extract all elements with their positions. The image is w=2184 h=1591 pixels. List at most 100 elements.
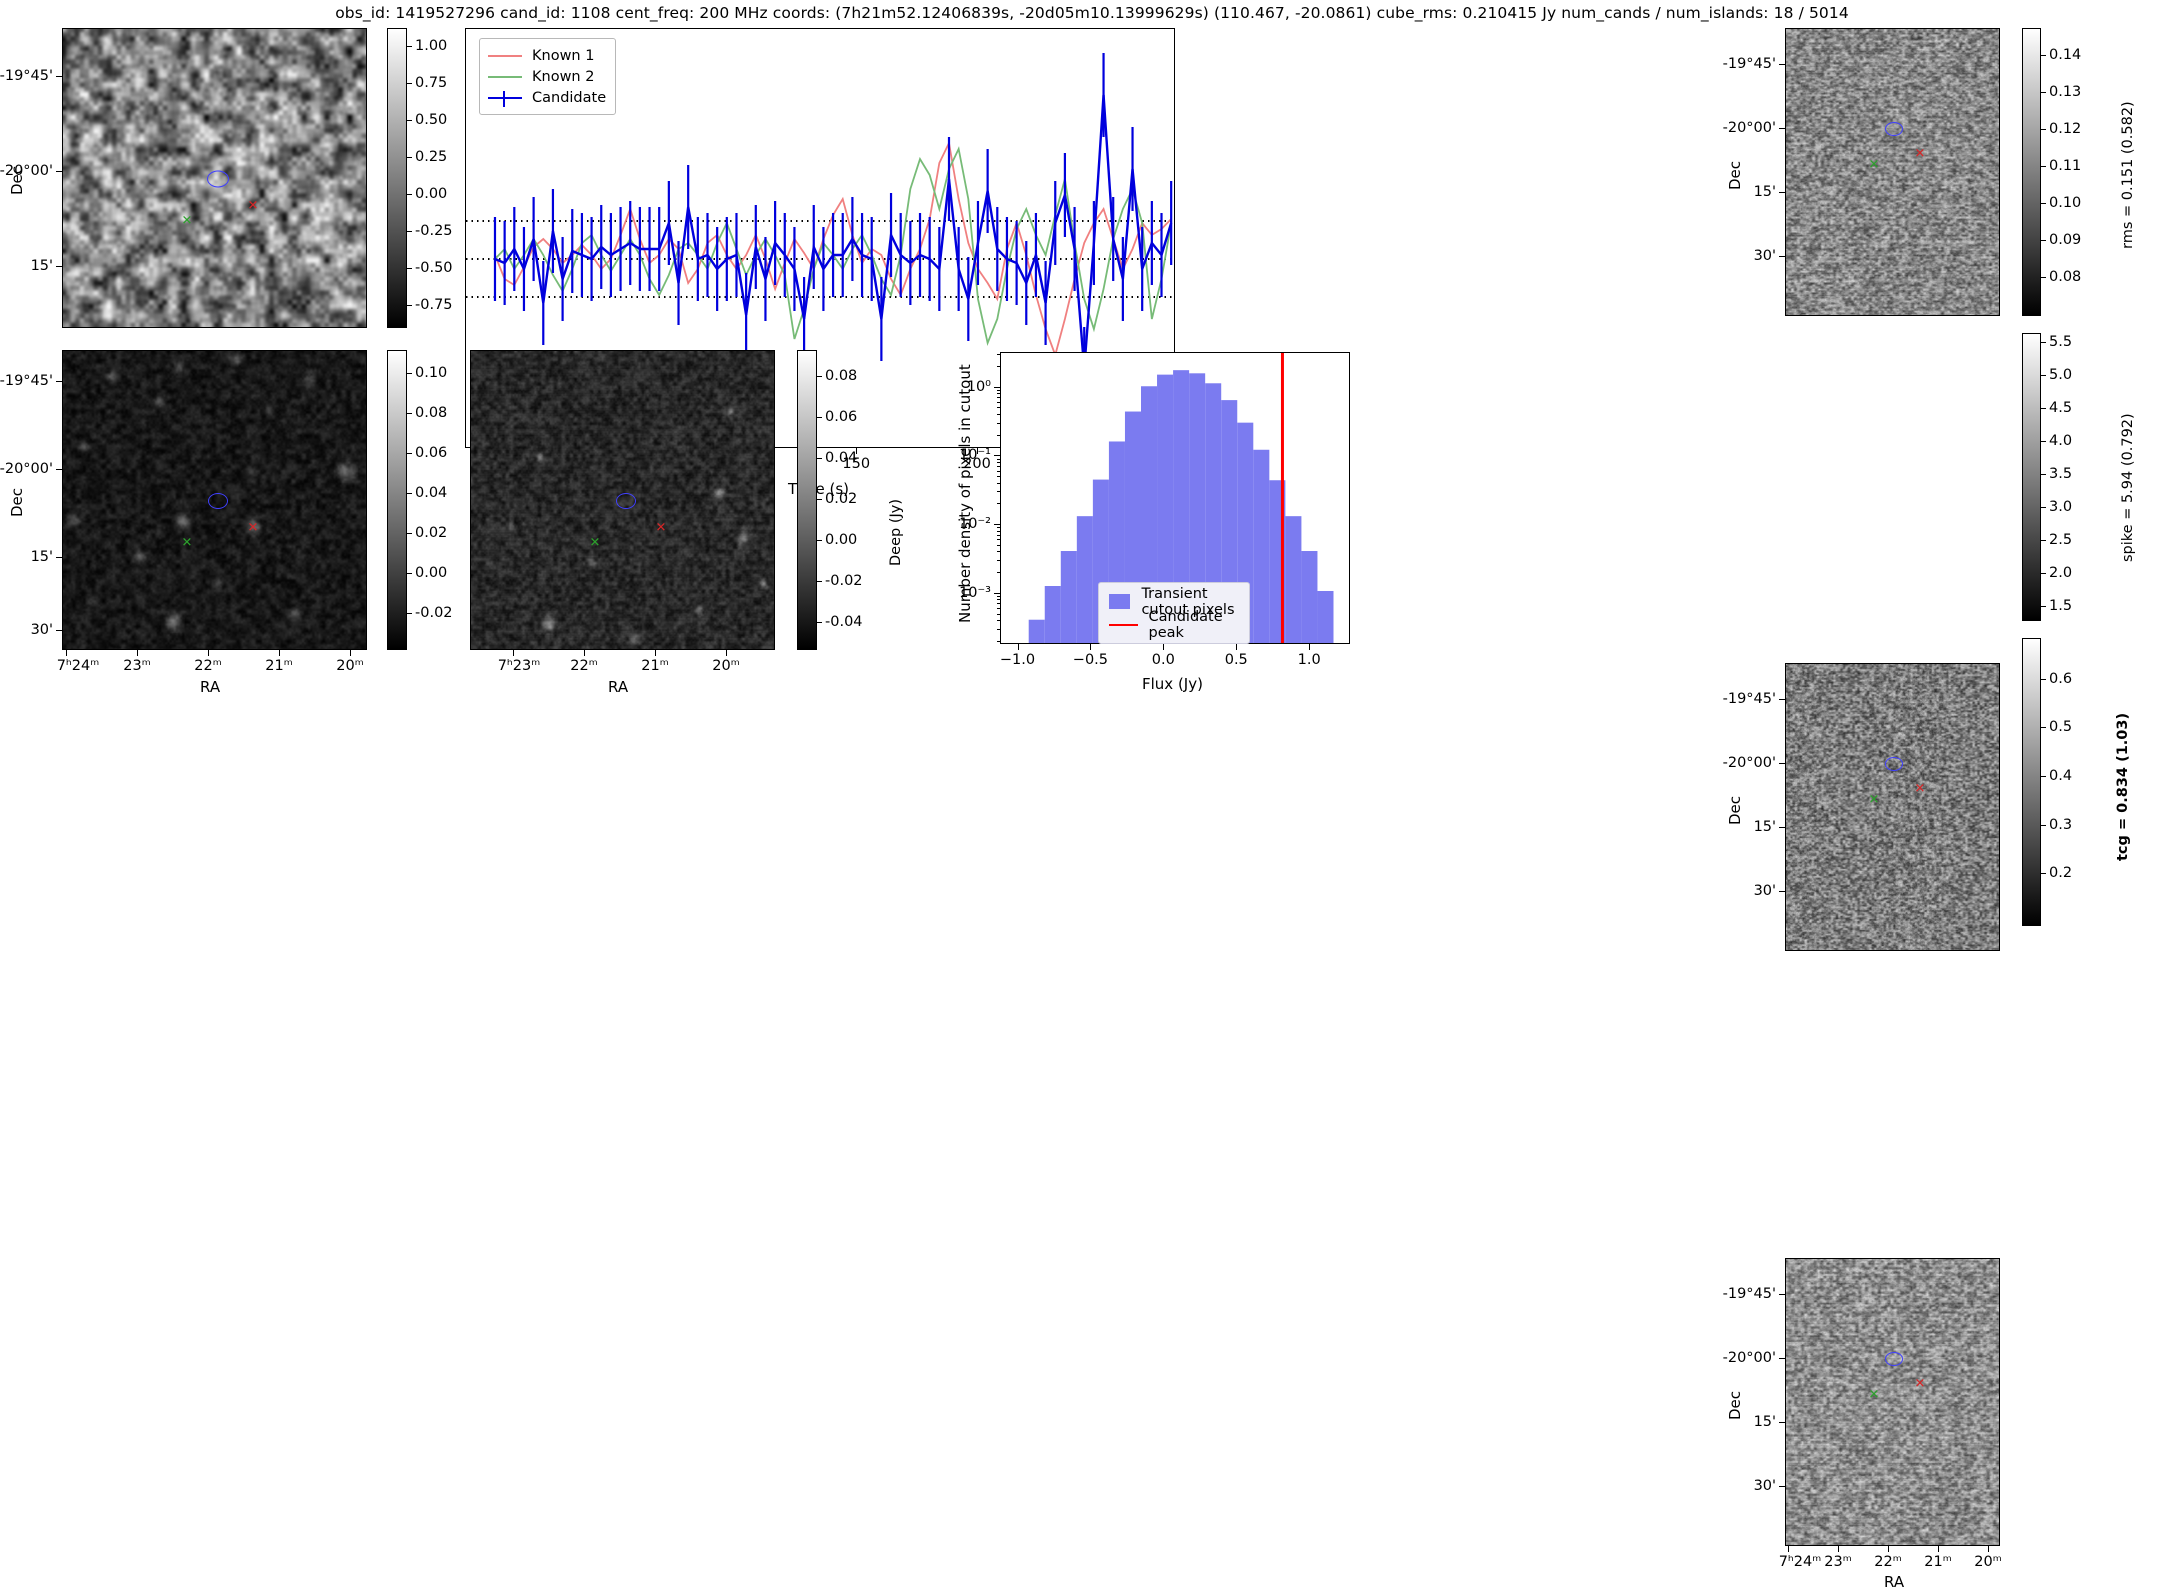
tick — [1779, 763, 1785, 764]
tick — [2040, 129, 2046, 130]
tick — [2040, 375, 2046, 376]
legend-row-candidate-peak: Candidate peak — [1109, 609, 1239, 641]
tick — [816, 581, 822, 582]
colorbar-title: rms = 0.151 (0.582) — [2120, 101, 2136, 249]
xtick-label: 22ᵐ — [570, 658, 598, 674]
minor-tick — [996, 603, 1000, 605]
tick — [584, 650, 585, 656]
x-axis-label: RA — [608, 678, 629, 696]
ytick-label: -20°00' — [0, 461, 53, 477]
cbtick-label: 3.5 — [2049, 466, 2073, 482]
ytick-label: -20°00' — [1722, 120, 1776, 136]
cbtick-label: 5.5 — [2049, 334, 2073, 350]
tick — [406, 120, 412, 121]
tick — [406, 533, 412, 534]
cbtick-label: 0.06 — [415, 445, 448, 461]
minor-tick — [996, 389, 1000, 391]
cbtick-label: 0.14 — [2049, 47, 2082, 63]
known2-marker: ✕ — [181, 535, 193, 551]
known1-marker: ✕ — [1914, 146, 1926, 162]
minor-tick — [996, 613, 1000, 615]
xtick-label: 22ᵐ — [1874, 1554, 1902, 1570]
known2-marker: ✕ — [1868, 1387, 1880, 1403]
colorbar-tcg: 0.6 0.5 0.4 0.3 0.2 tcg = 0.834 (1.03) — [2022, 638, 2131, 926]
xtick-label: 7ʰ24ᵐ — [56, 658, 100, 674]
x-axis-label: RA — [1884, 1573, 1905, 1591]
cbtick-label: -0.50 — [415, 260, 453, 276]
tick — [1838, 1546, 1839, 1552]
xtick-label: 23ᵐ — [1824, 1554, 1852, 1570]
transient-cube-image[interactable]: ✕ ✕ — [62, 28, 367, 328]
cbtick-label: 4.5 — [2049, 400, 2073, 416]
ytick-label: 15' — [30, 549, 53, 565]
minor-tick — [996, 458, 1000, 460]
legend-swatch-candidate — [488, 90, 522, 107]
tick — [2040, 441, 2046, 442]
minor-tick — [996, 401, 1000, 403]
tick — [56, 171, 62, 172]
histogram-bar — [1060, 551, 1077, 643]
legend-label: Candidate peak — [1148, 608, 1223, 641]
cbtick-label: 0.04 — [825, 450, 858, 466]
tick — [1090, 644, 1092, 650]
tick — [1236, 644, 1238, 650]
known2-marker: ✕ — [181, 213, 193, 229]
xtick-label: 20ᵐ — [712, 658, 740, 674]
tick — [2040, 507, 2046, 508]
minor-tick — [996, 539, 1000, 541]
xtick-label: 7ʰ24ᵐ — [1778, 1554, 1822, 1570]
tick — [994, 455, 1000, 457]
colorbar-gradient — [388, 351, 406, 649]
known1-marker: ✕ — [655, 520, 667, 536]
minor-tick — [996, 640, 1000, 642]
ytick-label: 10⁻³ — [959, 584, 991, 601]
minor-tick — [996, 530, 1000, 532]
cbtick-label: 0.2 — [2049, 865, 2073, 881]
cbtick-label: 0.3 — [2049, 817, 2073, 833]
xtick-label: 22ᵐ — [194, 658, 222, 674]
minor-tick — [996, 397, 1000, 399]
tick — [1779, 891, 1785, 892]
tick — [406, 46, 412, 47]
candidate-ellipse — [616, 493, 636, 509]
ytick-label: -19°45' — [0, 373, 53, 389]
colorbar-spike: 5.5 5.0 4.5 4.0 3.5 3.0 2.5 2.0 1.5 spik… — [2022, 333, 2136, 621]
ytick-label: -19°45' — [0, 68, 53, 84]
minor-tick — [996, 407, 1000, 409]
legend-swatch-candidate-peak — [1109, 623, 1138, 626]
tick — [1779, 699, 1785, 700]
tick — [1888, 1546, 1889, 1552]
spike-image[interactable]: ✕ ✕ — [1785, 663, 2000, 951]
legend-label: Transient cutout pixels — [1141, 585, 1235, 618]
tick — [856, 448, 858, 454]
tick — [816, 417, 822, 418]
panel-flux-histogram: 10⁰ 10⁻¹ 10⁻² 10⁻³ Number density of pixels… — [880, 345, 1350, 960]
tick — [56, 630, 62, 631]
tick — [513, 650, 514, 656]
panel-tcg: ✕ ✕ -19°45' -20°00' 15' 30' 7ʰ24ᵐ 23ᵐ 22… — [0, 620, 2002, 1591]
tick — [1788, 1546, 1789, 1552]
histogram-bar — [1044, 586, 1061, 643]
ytick-label: 30' — [1753, 248, 1776, 264]
tick — [279, 650, 280, 656]
tcg-image[interactable]: ✕ ✕ — [1785, 1258, 2000, 1546]
tick — [406, 373, 412, 374]
cbtick-label: 1.5 — [2049, 598, 2073, 614]
ytick-label: -20°00' — [0, 163, 53, 179]
tick — [66, 650, 67, 656]
tick — [994, 524, 1000, 526]
y-axis-label: Number density of pixels in cutout — [956, 364, 974, 623]
cbtick-label: 0.11 — [2049, 158, 2082, 174]
tick — [406, 413, 412, 414]
cbtick-label: 0.5 — [2049, 719, 2073, 735]
tick — [350, 650, 351, 656]
tick — [208, 650, 209, 656]
histogram-bar — [1317, 590, 1334, 643]
cbtick-label: -0.04 — [825, 614, 863, 630]
lightcurve-svg — [466, 53, 1174, 411]
ytick-label: 15' — [30, 258, 53, 274]
tick — [406, 573, 412, 574]
deep-image[interactable]: ✕ ✕ — [470, 350, 775, 650]
rms-image[interactable]: ✕ ✕ — [1785, 28, 2000, 316]
gleam-image[interactable]: ✕ ✕ — [62, 350, 367, 650]
